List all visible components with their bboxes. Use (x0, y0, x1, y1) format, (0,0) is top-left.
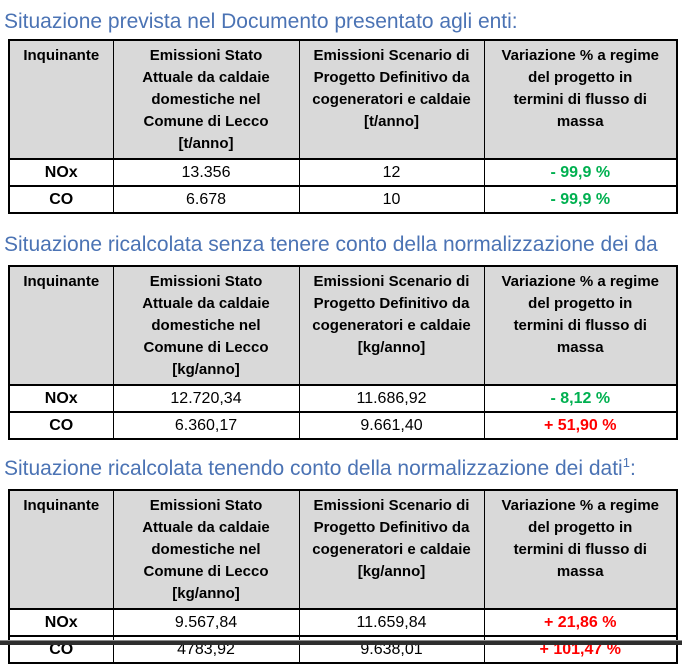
heading-text: Situazione ricalcolata tenendo conto del… (4, 457, 623, 480)
section-documento-enti: Situazione prevista nel Documento presen… (0, 3, 682, 214)
scenario-value-cell: 11.659,84 (298, 608, 485, 637)
heading-text: Situazione prevista nel Documento presen… (4, 10, 518, 33)
col-header-inquinante: Inquinante (8, 39, 114, 160)
pollutant-cell: CO (8, 411, 114, 440)
heading-text: Situazione ricalcolata senza tenere cont… (4, 233, 658, 256)
section-heading-documento: Situazione prevista nel Documento presen… (4, 3, 682, 35)
table-row-co: CO 6.678 10 - 99,9 % (8, 185, 678, 214)
stato-value-cell: 12.720,34 (112, 384, 300, 413)
stato-value-cell: 6.678 (112, 185, 300, 214)
section-heading-con-normalizzazione: Situazione ricalcolata tenendo conto del… (4, 450, 682, 482)
document-page: { "colors": { "heading_blue": "#4B73B4",… (0, 3, 682, 664)
table-row-co: CO 6.360,17 9.661,40 + 51,90 % (8, 411, 678, 440)
scenario-value-cell: 11.686,92 (298, 384, 485, 413)
pollutant-cell: NOx (8, 608, 114, 637)
pollutant-cell: NOx (8, 158, 114, 187)
variation-cell: - 8,12 % (483, 384, 678, 413)
pollutant-cell: NOx (8, 384, 114, 413)
table-row-nox: NOx 13.356 12 - 99,9 % (8, 158, 678, 187)
section-ricalcolata-con-normalizzazione: Situazione ricalcolata tenendo conto del… (0, 450, 682, 664)
col-header-inquinante: Inquinante (8, 265, 114, 386)
heading-superscript: 1 (622, 455, 630, 470)
scenario-value-cell: 12 (298, 158, 485, 187)
scenario-value-cell: 10 (298, 185, 485, 214)
emissions-table-documento: Inquinante Emissioni Stato Attuale da ca… (8, 39, 678, 214)
col-header-scenario-progetto: Emissioni Scenario di Progetto Definitiv… (298, 39, 485, 160)
variation-value: - 8,12 % (550, 389, 611, 407)
header-row: Inquinante Emissioni Stato Attuale da ca… (8, 39, 678, 160)
variation-cell: + 51,90 % (483, 411, 678, 440)
stato-value-cell: 13.356 (112, 158, 300, 187)
col-header-scenario-progetto: Emissioni Scenario di Progetto Definitiv… (298, 489, 485, 610)
col-header-variazione: Variazione % a regime del progetto in te… (483, 265, 678, 386)
section-ricalcolata-senza-normalizzazione: Situazione ricalcolata senza tenere cont… (0, 226, 682, 440)
section-heading-senza-normalizzazione: Situazione ricalcolata senza tenere cont… (4, 226, 682, 258)
heading-tail: : (629, 457, 636, 480)
table-row-nox: NOx 9.567,84 11.659,84 + 21,86 % (8, 608, 678, 637)
variation-cell: + 21,86 % (483, 608, 678, 637)
stato-value-cell: 6.360,17 (112, 411, 300, 440)
col-header-inquinante: Inquinante (8, 489, 114, 610)
pollutant-cell: CO (8, 185, 114, 214)
header-row: Inquinante Emissioni Stato Attuale da ca… (8, 265, 678, 386)
col-header-stato-attuale: Emissioni Stato Attuale da caldaie domes… (112, 39, 300, 160)
table-row-nox: NOx 12.720,34 11.686,92 - 8,12 % (8, 384, 678, 413)
col-header-variazione: Variazione % a regime del progetto in te… (483, 39, 678, 160)
variation-value: + 51,90 % (544, 416, 617, 434)
variation-value: - 99,9 % (550, 163, 611, 181)
stato-value-cell: 9.567,84 (112, 608, 300, 637)
emissions-table-senza-normalizzazione: Inquinante Emissioni Stato Attuale da ca… (8, 265, 678, 440)
col-header-variazione: Variazione % a regime del progetto in te… (483, 489, 678, 610)
variation-value: - 99,9 % (550, 190, 611, 208)
col-header-scenario-progetto: Emissioni Scenario di Progetto Definitiv… (298, 265, 485, 386)
col-header-stato-attuale: Emissioni Stato Attuale da caldaie domes… (112, 489, 300, 610)
clipped-next-element-bar (0, 640, 682, 645)
variation-cell: - 99,9 % (483, 185, 678, 214)
variation-value: + 21,86 % (544, 613, 617, 631)
col-header-stato-attuale: Emissioni Stato Attuale da caldaie domes… (112, 265, 300, 386)
variation-cell: - 99,9 % (483, 158, 678, 187)
scenario-value-cell: 9.661,40 (298, 411, 485, 440)
emissions-table-con-normalizzazione: Inquinante Emissioni Stato Attuale da ca… (8, 489, 678, 664)
header-row: Inquinante Emissioni Stato Attuale da ca… (8, 489, 678, 610)
